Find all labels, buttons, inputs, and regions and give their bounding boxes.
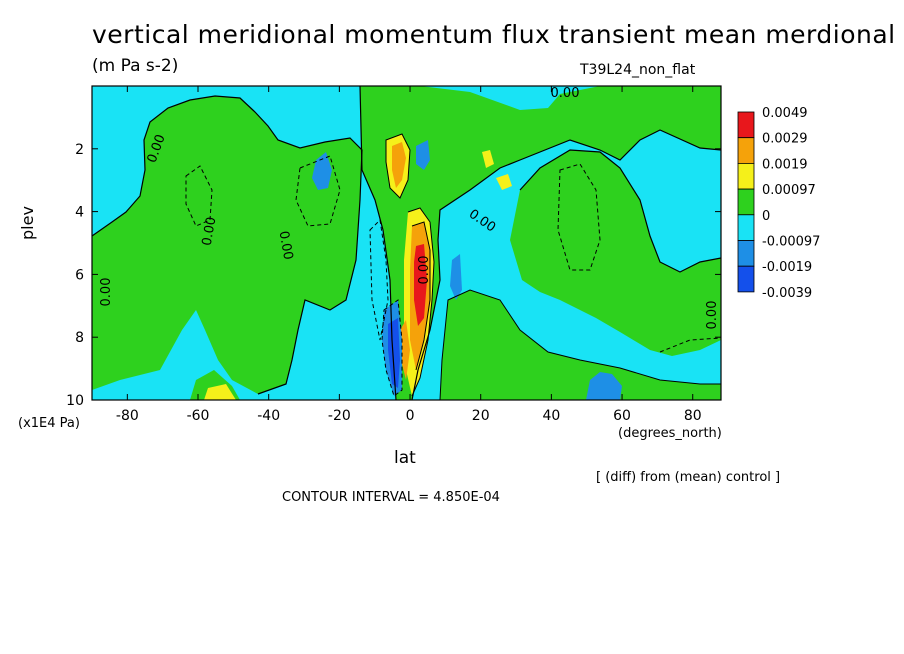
- x-axis-units: (degrees_north): [618, 426, 722, 441]
- colorbar-label: -0.0019: [762, 260, 812, 275]
- contour-line: [411, 129, 721, 400]
- contour-fill-pos2: [204, 384, 236, 400]
- filled-contours: [92, 86, 721, 400]
- chart-units: (m Pa s-2): [92, 56, 179, 76]
- x-axis-label: lat: [394, 448, 416, 468]
- colorbar-label: 0.0049: [762, 106, 808, 121]
- contour-label: 0.00: [99, 278, 114, 307]
- contour-line-negative: [659, 337, 721, 353]
- contour-line: [411, 221, 431, 371]
- colorbar-swatch: [737, 188, 755, 216]
- contour-line-negative: [185, 165, 213, 227]
- contour-fill-pos3: [392, 142, 406, 188]
- contour-line: [439, 289, 721, 400]
- contour-fill-neg3: [388, 318, 400, 388]
- contour-labels: 0.000.000.00 0.000.000.000.000.00: [99, 86, 720, 329]
- contour-label: 0.00: [276, 230, 296, 261]
- contour-fill-pos4: [414, 244, 427, 326]
- colorbar-swatch: [737, 137, 755, 164]
- colorbar-swatch: [737, 111, 755, 139]
- contour-fill-pos1: [510, 150, 721, 356]
- contour-fill-neg2: [586, 372, 622, 400]
- contour-fill-pos3: [400, 320, 410, 380]
- x-tick-label: -20: [328, 408, 351, 424]
- diff-note: [ (diff) from (mean) control ]: [596, 470, 781, 485]
- y-tick-label: 6: [75, 267, 84, 283]
- colorbar: 0.0049 0.0029 0.0019 0.00097 0 -0.00097 -0.001…: [737, 106, 820, 301]
- contour-line: [359, 86, 397, 400]
- contour-line-negative: [381, 299, 403, 397]
- y-tick-label: 8: [75, 330, 84, 346]
- colorbar-label: -0.00097: [762, 235, 820, 250]
- x-tick-label: 60: [613, 408, 631, 424]
- contour-lines: [92, 86, 721, 400]
- x-tick-label: 20: [472, 408, 490, 424]
- y-tick-label: 10: [66, 393, 84, 409]
- contour-fill-pos1: [360, 86, 721, 400]
- y-tick-label: 2: [75, 142, 84, 158]
- contour-fill-neg2: [312, 152, 332, 190]
- x-tick-label: 0: [406, 408, 415, 424]
- y-tick-label: 4: [75, 205, 84, 221]
- plot-frame: [91, 85, 722, 401]
- x-tick-label: -60: [187, 408, 210, 424]
- contour-line: [407, 207, 435, 397]
- run-name: T39L24_non_flat: [580, 62, 696, 78]
- colorbar-swatch: [737, 265, 755, 293]
- y-axis-units: (x1E4 Pa): [18, 416, 80, 431]
- y-axis-ticks: 2 4 6 8 10: [66, 142, 721, 409]
- colorbar-label: -0.0039: [762, 286, 812, 301]
- contour-label: 0.00: [705, 301, 720, 330]
- contour-interval: CONTOUR INTERVAL = 4.850E-04: [282, 490, 500, 505]
- contour-fill-neg2: [450, 254, 462, 300]
- contour-fill-pos1: [440, 290, 721, 400]
- colorbar-swatch: [737, 214, 755, 241]
- contour-fill-neg2: [416, 140, 430, 170]
- x-tick-label: 80: [684, 408, 702, 424]
- contour-fill-pos2: [496, 174, 512, 190]
- contour-label: 0.00: [551, 86, 580, 101]
- contour-line: [385, 133, 411, 199]
- contour-line-negative: [369, 218, 389, 341]
- contour-line: [519, 149, 721, 273]
- contour-label: 0.00: [417, 256, 432, 285]
- colorbar-label: 0.0029: [762, 132, 808, 147]
- x-tick-label: -80: [116, 408, 139, 424]
- contour-fill-pos1: [92, 96, 362, 394]
- x-tick-label: 40: [542, 408, 560, 424]
- colorbar-swatch: [737, 240, 755, 267]
- contour-label: 0.00: [200, 216, 220, 247]
- contour-line: [92, 95, 363, 395]
- colorbar-swatch: [737, 162, 755, 190]
- colorbar-label: 0: [762, 209, 770, 224]
- contour-fill-pos2: [482, 150, 494, 168]
- colorbar-label: 0.0019: [762, 157, 808, 172]
- chart-title: vertical meridional momentum flux transi…: [92, 20, 896, 49]
- x-tick-label: -40: [257, 408, 280, 424]
- colorbar-label: 0.00097: [762, 183, 816, 198]
- x-axis-ticks: -80 -60 -40 -20 0 20 40 60 80: [116, 86, 702, 424]
